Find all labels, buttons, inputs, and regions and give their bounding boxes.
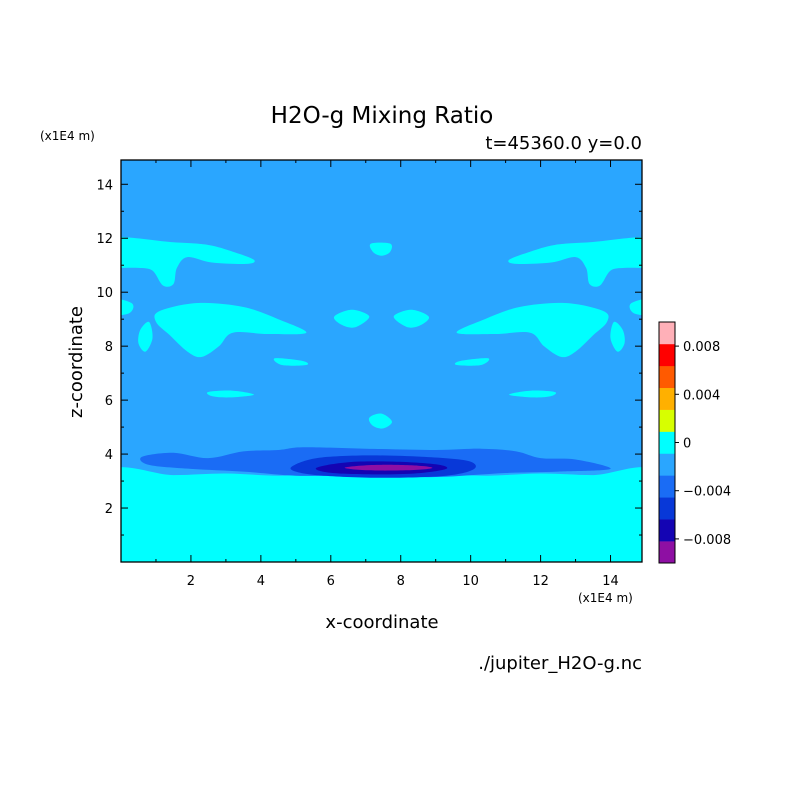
- y-tick-label: 2: [105, 502, 113, 517]
- colorbar-swatch: [659, 497, 675, 520]
- source-file-label: ./jupiter_H2O-g.nc: [478, 653, 642, 674]
- x-tick-label: 14: [602, 574, 619, 589]
- moist-edgeBlob-right: [629, 299, 642, 316]
- moist-smallLobe2-left: [273, 358, 309, 366]
- chart-title: H2O-g Mixing Ratio: [271, 103, 494, 129]
- y-tick-label: 6: [105, 394, 113, 409]
- colorbar-tick-label: 0: [683, 437, 691, 452]
- x-tick-label: 8: [397, 574, 405, 589]
- moist-midLobe-left: [154, 302, 307, 358]
- colorbar-swatch: [659, 519, 675, 542]
- x-tick-label: 6: [327, 574, 335, 589]
- colorbar-swatch: [659, 409, 675, 432]
- colorbar-swatch: [659, 343, 675, 367]
- colorbar-swatch: [659, 387, 675, 410]
- contour-field: [121, 160, 642, 562]
- y-tick-label: 4: [105, 448, 113, 463]
- lower-moist-layer: [121, 467, 642, 562]
- y-axis-label: z-coordinate: [66, 306, 87, 418]
- y-tick-label: 14: [96, 178, 113, 193]
- x-tick-label: 12: [532, 574, 549, 589]
- plot-axes: 2 4 6 8 10 12 14 2 4 6 8 10 12 14: [96, 159, 643, 589]
- colorbar-swatch: [659, 475, 675, 498]
- x-axis-unit: (x1E4 m): [578, 591, 633, 605]
- colorbar-tick-label: −0.008: [683, 533, 731, 548]
- colorbar-swatch: [659, 431, 675, 454]
- moist-smallLobe3-left: [206, 390, 254, 398]
- moist-smallLobe4-right: [393, 309, 430, 328]
- depleted-minimum: [344, 464, 433, 471]
- colorbar: 0.008 0.004 0 −0.004 −0.008: [658, 321, 731, 564]
- moist-smallLobe1-left: [138, 321, 153, 352]
- colorbar-swatch: [659, 453, 675, 476]
- moist-upperLayer-left: [121, 237, 255, 287]
- y-axis-unit: (x1E4 m): [40, 129, 95, 143]
- colorbar-tick-label: −0.004: [683, 485, 731, 500]
- y-tick-label: 12: [96, 232, 113, 247]
- x-tick-label: 10: [462, 574, 479, 589]
- moist-smallLobe1-right: [610, 321, 625, 352]
- y-tick-label: 8: [105, 340, 113, 355]
- colorbar-swatch: [659, 541, 675, 564]
- moist-edgeBlob-left: [121, 299, 134, 316]
- x-tick-label: 4: [257, 574, 265, 589]
- moist-smallLobe4-left: [333, 309, 370, 328]
- colorbar-swatch: [659, 365, 675, 389]
- colorbar-tick-label: 0.004: [683, 388, 720, 403]
- colorbar-tick-label: 0.008: [683, 340, 720, 355]
- plot-frame: [120, 159, 643, 563]
- moist-upperLayer-right: [508, 237, 642, 287]
- moist-midLobe-right: [456, 302, 609, 358]
- moist-dot-center: [368, 413, 393, 429]
- moist-cap-center: [369, 242, 393, 256]
- moist-smallLobe3-right: [509, 390, 557, 398]
- y-tick-label: 10: [96, 286, 113, 301]
- moist-smallLobe2-right: [454, 358, 490, 366]
- x-tick-label: 2: [187, 574, 195, 589]
- x-axis-label: x-coordinate: [325, 612, 438, 633]
- chart-subtitle: t=45360.0 y=0.0: [485, 133, 642, 154]
- colorbar-swatch: [659, 322, 675, 345]
